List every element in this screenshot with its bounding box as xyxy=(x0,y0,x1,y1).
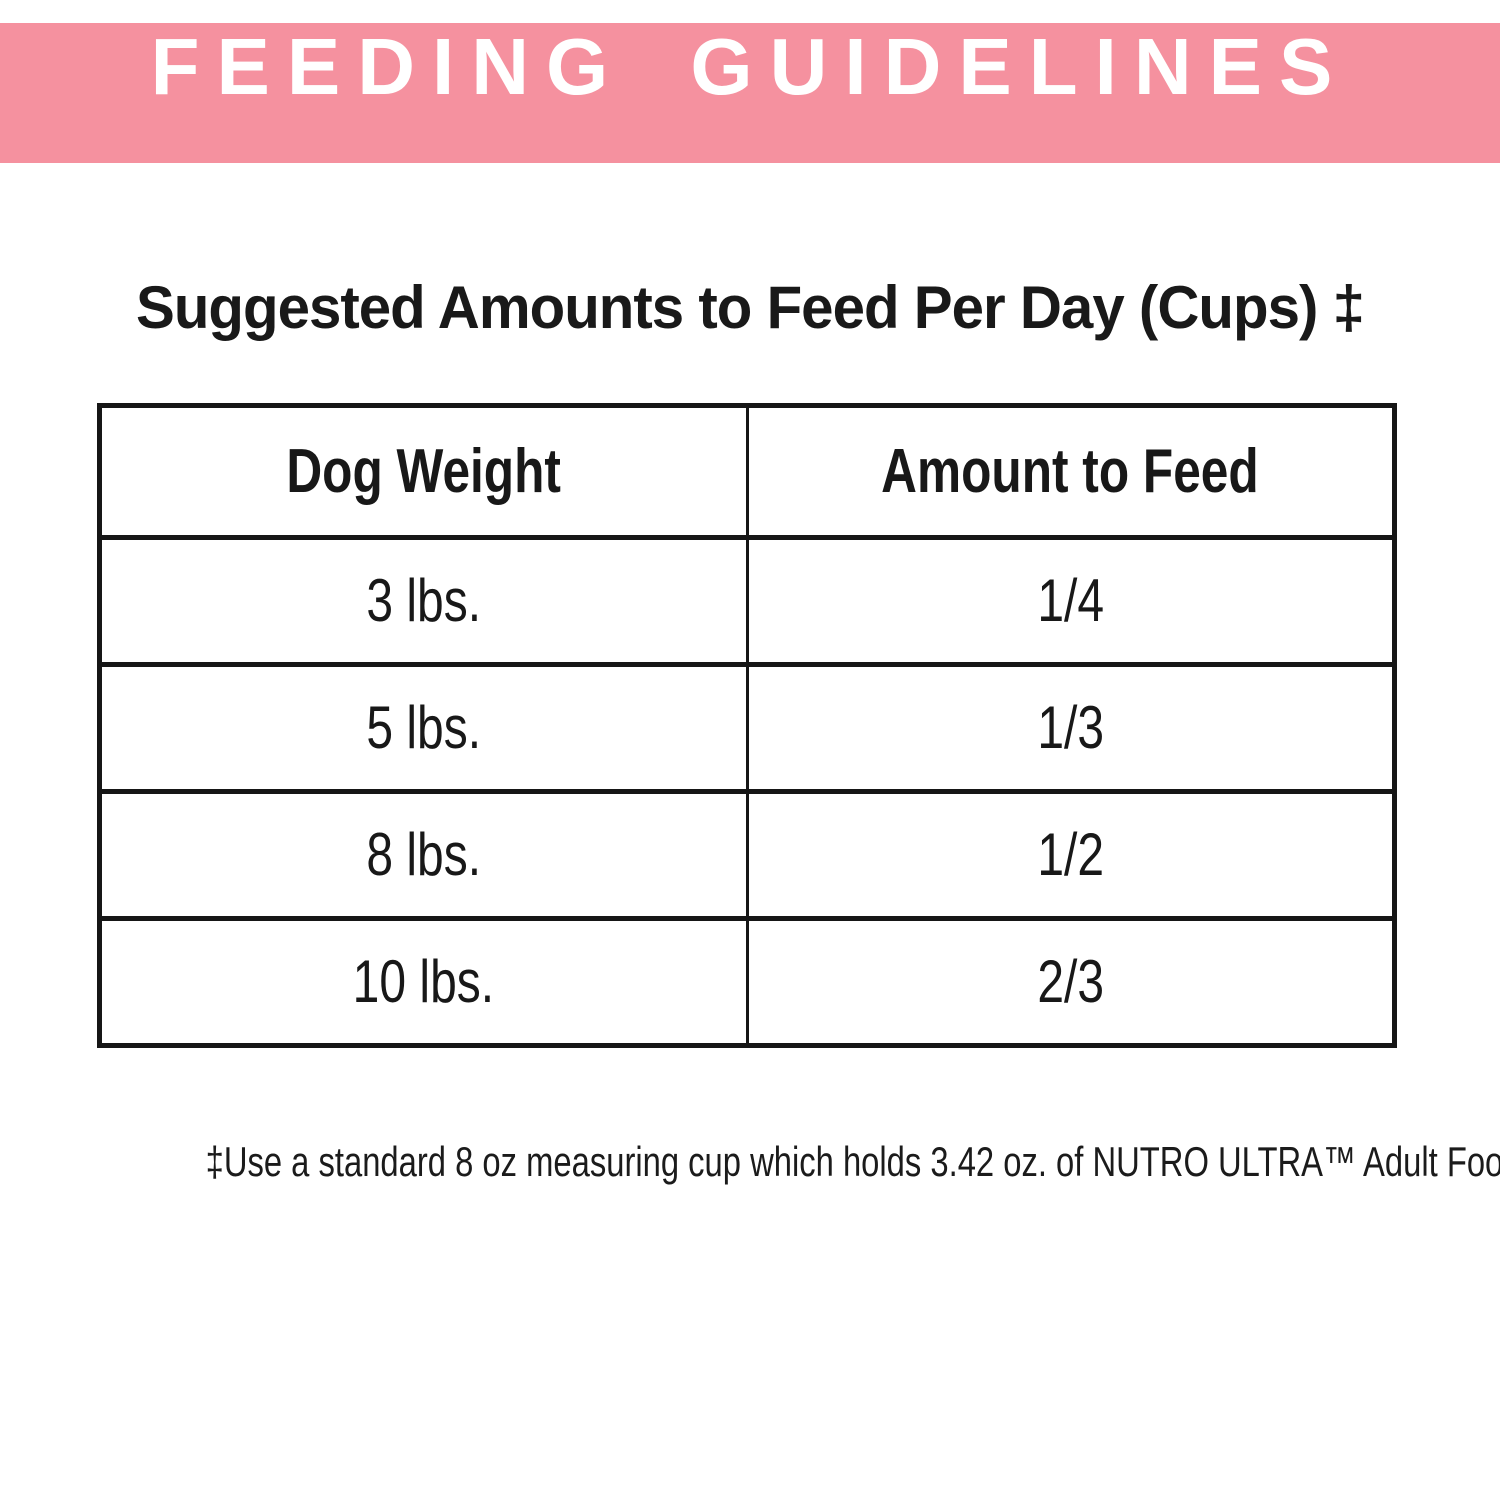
cell-amount-to-feed: 1/4 xyxy=(745,535,1396,667)
table-header-row: Dog Weight Amount to Feed xyxy=(98,403,1396,540)
cell-amount-to-feed: 1/2 xyxy=(745,789,1396,921)
amount-value: 1/3 xyxy=(1036,694,1104,761)
dog-weight-value: 8 lbs. xyxy=(366,821,482,888)
table-row: 8 lbs. 1/2 xyxy=(98,789,1396,921)
amount-value: 1/4 xyxy=(1036,567,1104,634)
table-row: 10 lbs. 2/3 xyxy=(98,916,1396,1048)
table-row: 5 lbs. 1/3 xyxy=(98,662,1396,794)
feeding-amounts-table: Dog Weight Amount to Feed 3 lbs. 1/4 5 l… xyxy=(97,403,1397,1048)
column-header-label: Amount to Feed xyxy=(881,436,1259,506)
measuring-cup-footnote: ‡Use a standard 8 oz measuring cup which… xyxy=(0,1138,1500,1186)
cell-amount-to-feed: 2/3 xyxy=(745,916,1396,1048)
cell-dog-weight: 10 lbs. xyxy=(98,916,749,1048)
column-header-amount-to-feed: Amount to Feed xyxy=(745,403,1396,540)
banner-title: FEEDING GUIDELINES xyxy=(150,22,1350,111)
section-heading: Suggested Amounts to Feed Per Day (Cups)… xyxy=(0,278,1500,338)
footnote-text: ‡Use a standard 8 oz measuring cup which… xyxy=(205,1138,1500,1185)
column-header-dog-weight: Dog Weight xyxy=(98,403,749,540)
page-title: Suggested Amounts to Feed Per Day (Cups)… xyxy=(136,274,1365,341)
dog-weight-value: 10 lbs. xyxy=(353,948,495,1015)
dog-weight-value: 3 lbs. xyxy=(366,567,482,634)
cell-dog-weight: 8 lbs. xyxy=(98,789,749,921)
amount-value: 2/3 xyxy=(1036,948,1104,1015)
column-header-label: Dog Weight xyxy=(286,436,562,506)
cell-amount-to-feed: 1/3 xyxy=(745,662,1396,794)
feeding-guidelines-banner: FEEDING GUIDELINES xyxy=(0,23,1500,163)
cell-dog-weight: 5 lbs. xyxy=(98,662,749,794)
table-row: 3 lbs. 1/4 xyxy=(98,535,1396,667)
amount-value: 1/2 xyxy=(1036,821,1104,888)
cell-dog-weight: 3 lbs. xyxy=(98,535,749,667)
dog-weight-value: 5 lbs. xyxy=(366,694,482,761)
